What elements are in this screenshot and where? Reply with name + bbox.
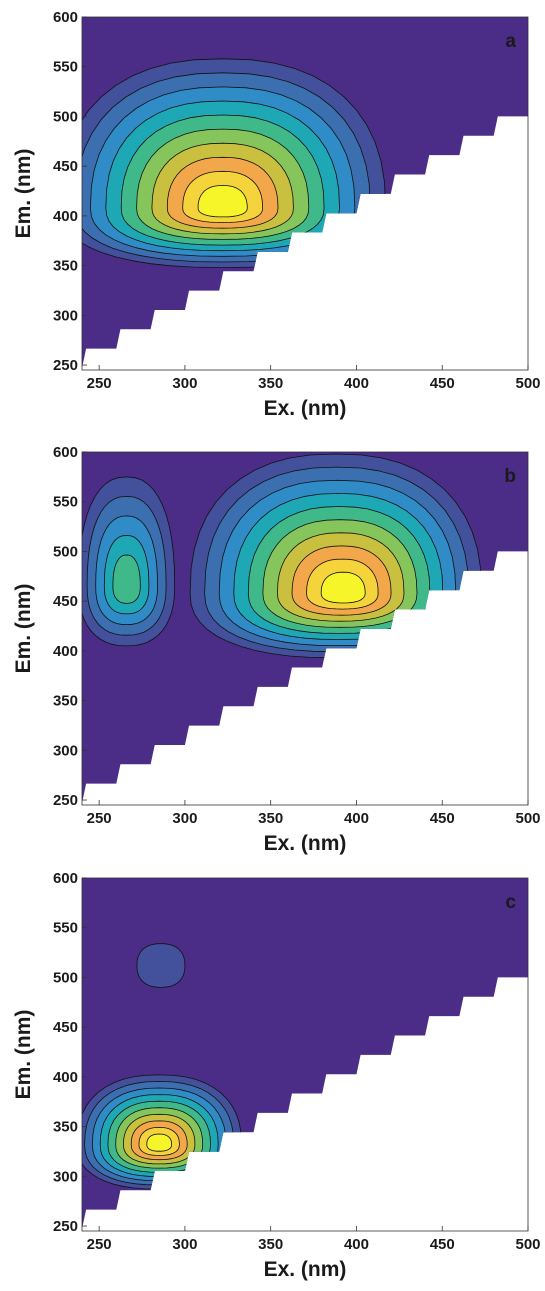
y-tick-label: 550 [53, 494, 78, 511]
x-tick-label: 500 [515, 375, 540, 392]
contour-level-5 [112, 554, 141, 604]
y-tick-label: 400 [53, 1069, 78, 1086]
y-tick-label: 600 [53, 9, 78, 26]
y-tick-label: 600 [53, 870, 78, 887]
y-tick-label: 500 [53, 969, 78, 986]
y-tick-label: 350 [53, 1119, 78, 1136]
y-tick-label: 600 [53, 444, 78, 461]
y-tick-label: 350 [53, 693, 78, 710]
panel-label: c [505, 892, 516, 913]
y-tick-label: 250 [53, 357, 78, 374]
x-tick-label: 350 [258, 810, 283, 827]
contour-level-1 [136, 943, 186, 988]
y-tick-label: 450 [53, 593, 78, 610]
contour-area [82, 878, 528, 1230]
contour-area [82, 452, 528, 804]
y-tick-label: 300 [53, 1168, 78, 1185]
y-tick-label: 400 [53, 643, 78, 660]
chart-panel-c: 250 300 350 400 450 500 250 300 350 400 450 500 550 6… [12, 870, 541, 1281]
y-tick-label: 250 [53, 792, 78, 809]
contour-area [82, 17, 528, 369]
y-axis-title: Em. (nm) [12, 149, 35, 239]
y-tick-label: 550 [53, 920, 78, 937]
x-tick-label: 350 [258, 375, 283, 392]
y-axis-title: Em. (nm) [12, 1010, 35, 1100]
chart-panel-a: 250 300 350 400 450 500 250 300 350 400 450 500 550 6… [12, 9, 541, 420]
plot-frame [81, 877, 529, 1232]
x-tick-label: 250 [87, 375, 112, 392]
x-tick-label: 300 [172, 810, 197, 827]
x-tick-label: 450 [430, 375, 455, 392]
y-tick-label: 300 [53, 307, 78, 324]
x-tick-label: 300 [172, 375, 197, 392]
x-tick-label: 250 [87, 1236, 112, 1253]
x-tick-label: 250 [87, 810, 112, 827]
chart-panel-b: 250 300 350 400 450 500 250 300 350 400 450 500 550 6… [12, 444, 541, 855]
plot-frame [81, 451, 529, 806]
y-tick-label: 450 [53, 158, 78, 175]
contour-level-10 [146, 1133, 173, 1152]
x-tick-label: 450 [430, 1236, 455, 1253]
panel-label: a [505, 31, 516, 52]
x-tick-label: 300 [172, 1236, 197, 1253]
y-tick-label: 550 [53, 59, 78, 76]
x-axis-title: Ex. (nm) [264, 832, 347, 855]
y-axis-title: Em. (nm) [12, 584, 35, 674]
x-tick-label: 500 [515, 810, 540, 827]
y-tick-label: 450 [53, 1019, 78, 1036]
y-tick-label: 250 [53, 1218, 78, 1235]
x-tick-label: 500 [515, 1236, 540, 1253]
contour-level-10 [320, 571, 366, 604]
x-tick-label: 400 [344, 810, 369, 827]
y-tick-label: 500 [53, 543, 78, 560]
x-axis-title: Ex. (nm) [264, 397, 347, 420]
x-tick-label: 400 [344, 375, 369, 392]
x-tick-label: 450 [430, 810, 455, 827]
y-tick-label: 300 [53, 742, 78, 759]
y-tick-label: 350 [53, 258, 78, 275]
x-tick-label: 400 [344, 1236, 369, 1253]
plot-frame [81, 16, 529, 371]
panel-label: b [504, 466, 516, 487]
x-axis-title: Ex. (nm) [264, 1258, 347, 1281]
contour-level-10 [197, 184, 248, 218]
y-tick-label: 400 [53, 208, 78, 225]
y-tick-label: 500 [53, 108, 78, 125]
x-tick-label: 350 [258, 1236, 283, 1253]
